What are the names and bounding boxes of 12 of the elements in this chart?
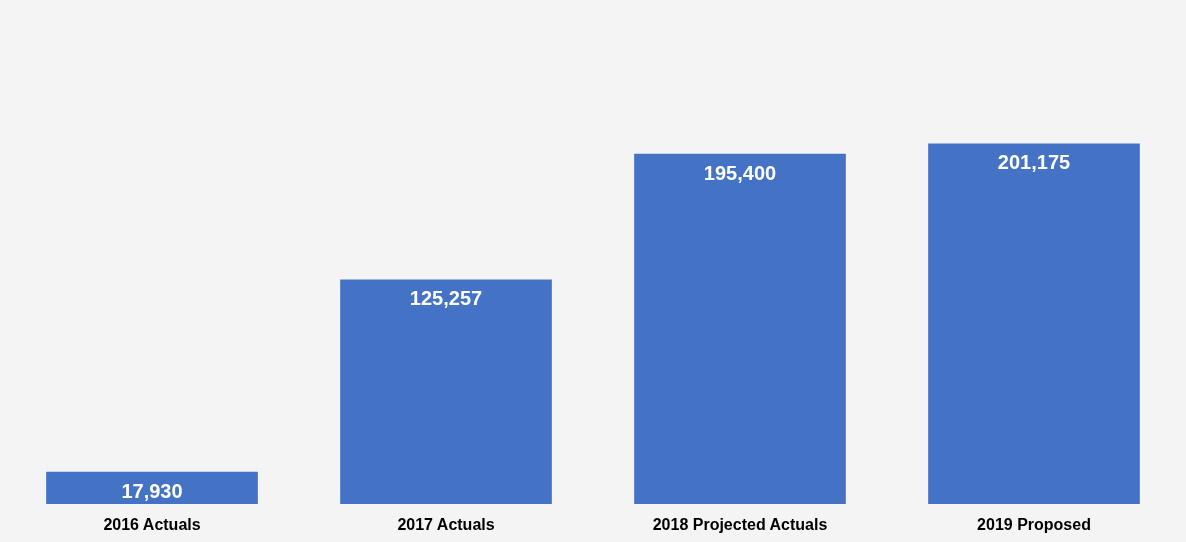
x-tick-label: 2016 Actuals [103, 515, 201, 533]
bar [46, 471, 258, 504]
x-tick-label: 2019 Proposed [977, 515, 1091, 533]
x-tick-label: 2017 Actuals [397, 515, 495, 533]
data-label: 17,930 [121, 479, 183, 502]
bar [928, 143, 1140, 504]
bar [340, 279, 552, 504]
bar [634, 153, 846, 504]
data-label: 201,175 [997, 151, 1071, 174]
data-label: 195,400 [703, 161, 777, 184]
data-label: 125,257 [409, 287, 483, 310]
x-tick-label: 2018 Projected Actuals [652, 515, 828, 533]
